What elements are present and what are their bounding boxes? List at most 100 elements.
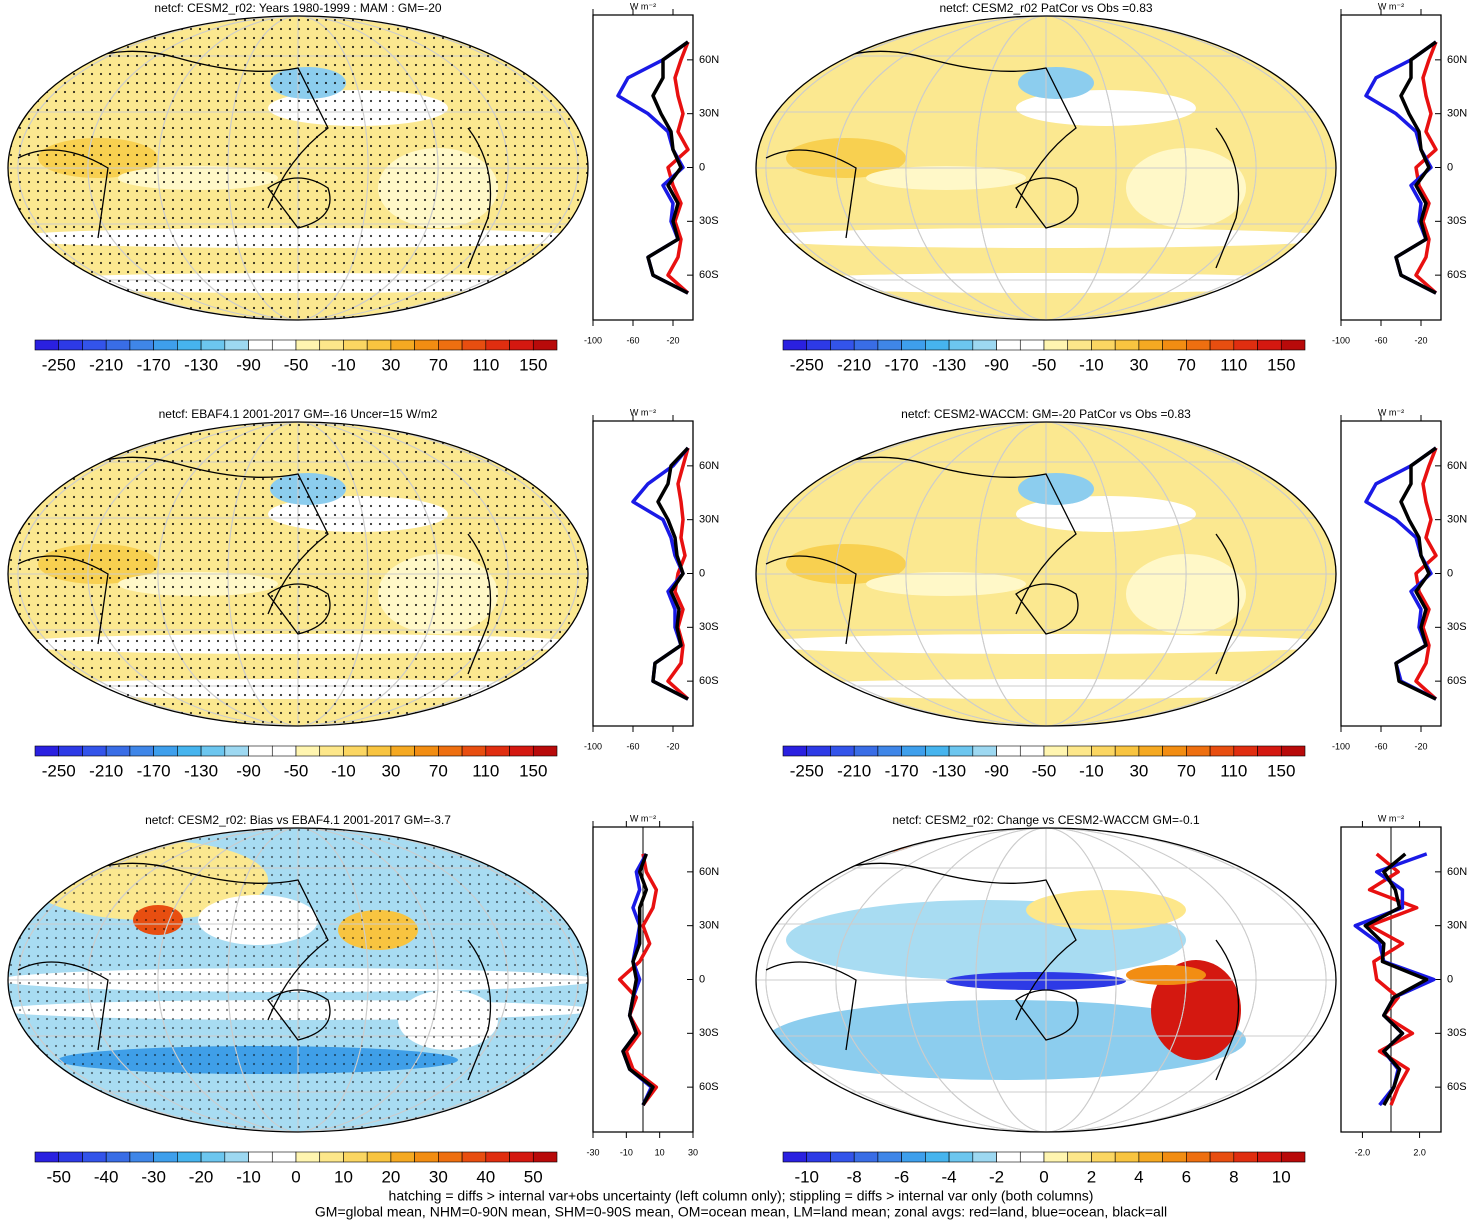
x-tick-label: 30: [688, 1147, 698, 1157]
colorbar-box: [130, 746, 154, 756]
colorbar-label: -10: [1079, 355, 1104, 374]
map: [0, 422, 598, 726]
colorbar-box: [106, 1152, 130, 1162]
x-tick-label: -100: [1332, 335, 1350, 345]
colorbar-label: 4: [1134, 1167, 1143, 1186]
colorbar-box: [177, 340, 201, 350]
colorbar-box: [272, 746, 296, 756]
colorbar-box: [367, 340, 391, 350]
colorbar-box: [1234, 1152, 1258, 1162]
colorbar-box: [878, 1152, 902, 1162]
colorbar-box: [343, 746, 367, 756]
map-field: [746, 16, 1346, 320]
colorbar-box: [1044, 340, 1068, 350]
colorbar-box: [438, 1152, 462, 1162]
colorbar-label: -250: [42, 761, 76, 780]
x-tick-label: -60: [626, 741, 639, 751]
x-tick-label: -100: [584, 335, 602, 345]
colorbar-box: [154, 746, 178, 756]
y-tick-label: 60N: [1447, 54, 1467, 66]
colorbar-label: -50: [1032, 761, 1057, 780]
colorbar-box: [249, 1152, 273, 1162]
map: [756, 815, 1336, 1132]
x-tick-label: -60: [1374, 335, 1387, 345]
x-tick-label: -20: [1414, 335, 1427, 345]
colorbar-box: [1068, 1152, 1092, 1162]
y-tick-label: 30N: [699, 108, 719, 120]
y-tick-label: 30S: [1447, 621, 1467, 633]
colorbar-box: [59, 1152, 83, 1162]
colorbar-box: [1091, 340, 1115, 350]
colorbar-box: [35, 1152, 59, 1162]
colorbar-box: [486, 340, 510, 350]
colorbar-label: 110: [1220, 761, 1247, 780]
colorbar-label: 150: [1267, 355, 1295, 374]
colorbar-box: [296, 746, 320, 756]
colorbar-box: [462, 746, 486, 756]
colorbar-box: [1020, 340, 1044, 350]
colorbar-label: -10: [331, 355, 356, 374]
colorbar-label: -170: [137, 355, 171, 374]
colorbar-box: [1115, 1152, 1139, 1162]
units-label: W m⁻²: [1378, 813, 1404, 823]
colorbar-label: 110: [1220, 355, 1247, 374]
colorbar-box: [438, 746, 462, 756]
zonal-line: [668, 448, 688, 699]
colorbar-label: -130: [184, 761, 218, 780]
colorbar-box: [973, 1152, 997, 1162]
colorbar-box: [949, 1152, 973, 1162]
colorbar-box: [902, 340, 926, 350]
colorbar-box: [367, 1152, 391, 1162]
colorbar-box: [830, 340, 854, 350]
y-tick-label: 30N: [1447, 108, 1467, 120]
zonal-line: [668, 42, 688, 293]
colorbar-label: 10: [1272, 1167, 1291, 1186]
stippling: [8, 828, 588, 1132]
colorbar-label: 150: [519, 761, 547, 780]
colorbar-label: -130: [932, 355, 966, 374]
colorbar-label: 150: [1267, 761, 1295, 780]
panel-title: netcf: CESM2_r02: Years 1980-1999 : MAM …: [154, 1, 441, 15]
colorbar-box: [830, 1152, 854, 1162]
colorbar-label: -90: [236, 355, 261, 374]
colorbar-box: [807, 1152, 831, 1162]
colorbar-box: [249, 746, 273, 756]
colorbar-box: [1163, 746, 1187, 756]
colorbar-box: [1186, 746, 1210, 756]
map-field: [756, 815, 1336, 1132]
colorbar-box: [997, 340, 1021, 350]
x-tick-label: -60: [626, 335, 639, 345]
x-tick-label: -30: [586, 1147, 599, 1157]
colorbar-box: [783, 340, 807, 350]
colorbar-box: [415, 1152, 439, 1162]
colorbar-label: -8: [847, 1167, 862, 1186]
colorbar-label: -10: [331, 761, 356, 780]
colorbar-box: [854, 1152, 878, 1162]
colorbar-label: -210: [89, 761, 123, 780]
colorbar-box: [82, 746, 106, 756]
colorbar-box: [1020, 746, 1044, 756]
colorbar-box: [807, 746, 831, 756]
colorbar-label: 70: [1177, 761, 1196, 780]
y-tick-label: 30S: [699, 215, 719, 227]
colorbar-box: [1020, 1152, 1044, 1162]
units-label: W m⁻²: [630, 1, 656, 11]
colorbar-box: [154, 1152, 178, 1162]
zonal-line: [1416, 42, 1436, 293]
colorbar-box: [1258, 340, 1282, 350]
colorbar-box: [415, 340, 439, 350]
colorbar-box: [1281, 1152, 1305, 1162]
panel-title: netcf: CESM2-WACCM: GM=-20 PatCor vs Obs…: [901, 407, 1191, 421]
y-tick-label: 60N: [699, 54, 719, 66]
colorbar-label: 30: [1129, 761, 1148, 780]
stippling: [8, 422, 588, 726]
field-patch: [1018, 473, 1094, 505]
colorbar-label: 70: [429, 355, 448, 374]
y-tick-label: 60N: [699, 866, 719, 878]
zonal-frame: [593, 15, 693, 320]
colorbar-box: [415, 746, 439, 756]
colorbar-label: -130: [184, 355, 218, 374]
x-tick-label: -100: [1332, 741, 1350, 751]
colorbar-label: 0: [291, 1167, 300, 1186]
